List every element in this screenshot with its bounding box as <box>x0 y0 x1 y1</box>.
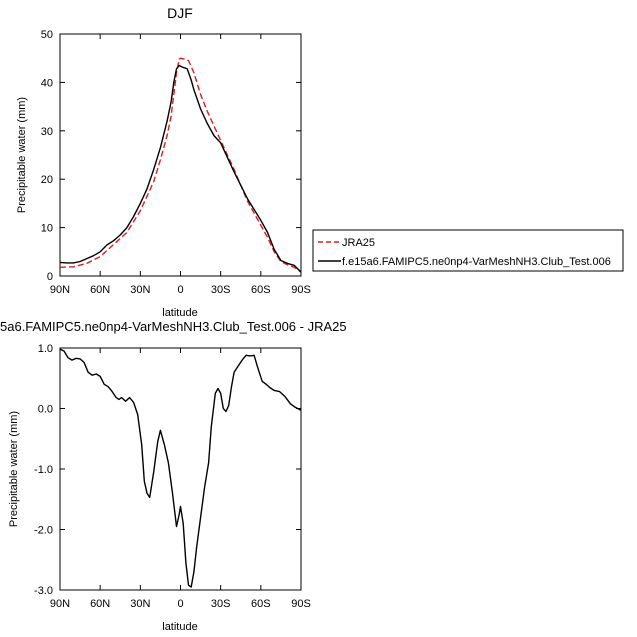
bottom-x-tick-label: 30N <box>130 598 150 610</box>
top-y-tick-label: 0 <box>47 271 53 283</box>
bottom-x-tick-label: 30S <box>211 598 231 610</box>
top-y-axis: 0 10 20 30 40 50 <box>41 29 301 283</box>
bottom-y-tick-label: 0.0 <box>38 404 53 416</box>
bottom-panel: 5a6.FAMIPC5.ne0np4-VarMeshNH3.Club_Test.… <box>0 319 347 633</box>
bottom-x-tick-label: 0 <box>177 598 183 610</box>
bottom-x-tick-label: 90N <box>50 598 70 610</box>
top-x-tick-label: 60N <box>90 284 110 296</box>
bottom-x-axis-label: latitude <box>162 621 197 633</box>
top-x-tick-label: 0 <box>177 284 183 296</box>
bottom-series-line-difference <box>59 348 302 588</box>
top-series-line-model <box>59 64 302 273</box>
top-y-tick-label: 10 <box>41 223 53 235</box>
bottom-series-group <box>59 348 302 588</box>
legend-label-jra25: JRA25 <box>342 237 375 249</box>
top-y-tick-label: 40 <box>41 77 53 89</box>
top-y-tick-label: 30 <box>41 126 53 138</box>
top-series-line-jra25 <box>59 57 302 273</box>
bottom-y-tick-label: 1.0 <box>38 343 53 355</box>
top-y-tick-label: 20 <box>41 174 53 186</box>
top-x-tick-label: 90S <box>291 284 311 296</box>
bottom-y-tick-label: -1.0 <box>34 464 53 476</box>
bottom-plot-frame <box>59 347 302 591</box>
legend: JRA25 f.e15a6.FAMIPC5.ne0np4-VarMeshNH3.… <box>312 229 624 272</box>
bottom-y-axis-label: Precipitable water (mm) <box>8 411 20 527</box>
bottom-y-axis: -3.0 -2.0 -1.0 0.0 1.0 <box>34 343 301 597</box>
bottom-x-tick-label: 90S <box>291 598 311 610</box>
legend-box <box>312 229 624 272</box>
top-panel: DJF 0 10 20 30 40 50 90N 60N 30N 0 30S 60S 90S lati… <box>16 5 311 319</box>
bottom-y-tick-label: -3.0 <box>34 585 53 597</box>
top-chart-title: DJF <box>167 5 193 21</box>
bottom-x-axis: 90N 60N 30N 0 30S 60S 90S <box>50 348 311 610</box>
bottom-x-tick-label: 60S <box>251 598 271 610</box>
top-y-tick-label: 50 <box>41 29 53 41</box>
top-x-axis: 90N 60N 30N 0 30S 60S 90S <box>50 34 311 296</box>
top-plot-frame <box>59 33 302 277</box>
legend-label-model: f.e15a6.FAMIPC5.ne0np4-VarMeshNH3.Club_T… <box>342 256 611 268</box>
top-x-axis-label: latitude <box>162 307 197 319</box>
top-x-tick-label: 90N <box>50 284 70 296</box>
top-x-tick-label: 60S <box>251 284 271 296</box>
top-series-group <box>59 57 302 273</box>
bottom-chart-title: 5a6.FAMIPC5.ne0np4-VarMeshNH3.Club_Test.… <box>0 319 347 334</box>
bottom-y-tick-label: -2.0 <box>34 525 53 537</box>
top-y-axis-label: Precipitable water (mm) <box>16 97 28 213</box>
bottom-x-tick-label: 60N <box>90 598 110 610</box>
top-x-tick-label: 30S <box>211 284 231 296</box>
top-x-tick-label: 30N <box>130 284 150 296</box>
